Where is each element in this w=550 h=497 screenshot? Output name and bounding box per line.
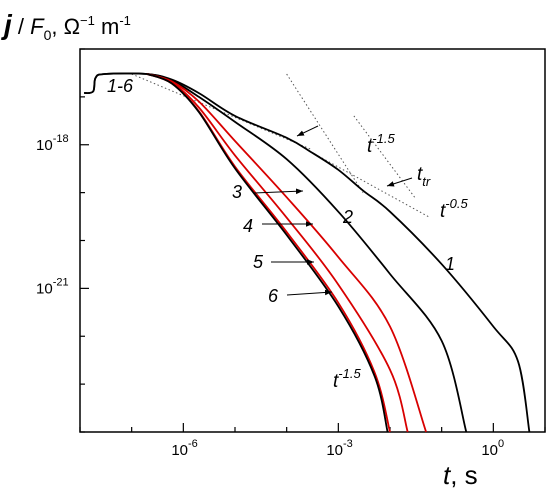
slope-guide: [353, 115, 416, 198]
y-axis-label: j / F0, Ω−1 m-1: [0, 9, 131, 43]
slope-label-upper: t-1.5: [367, 131, 395, 157]
arrow-ttr: [386, 177, 413, 187]
label-group-1-6: 1-6: [107, 76, 134, 96]
arrow-curve-6: [286, 289, 333, 296]
x-tick-label: 10-6: [171, 438, 197, 459]
series-line-1: [83, 72, 531, 433]
series-line-6: [146, 73, 389, 433]
y-tick-label: 10-18: [36, 133, 69, 154]
series-line-4: [146, 73, 409, 433]
y-ticks: 10-18 10-21: [36, 48, 89, 433]
series-line-2: [83, 72, 468, 433]
curve-label-1: 1: [445, 254, 455, 274]
curve-label-5: 5: [253, 252, 264, 272]
slope-guide: [286, 73, 364, 193]
curve-label-6: 6: [268, 286, 279, 306]
x-axis-label: t, s: [443, 460, 478, 490]
data-series: [83, 72, 531, 433]
arrow-to-transition: [296, 125, 319, 137]
x-tick-label: 100: [481, 438, 504, 459]
slope-guide: [311, 151, 431, 219]
ttr-label: ttr: [417, 164, 431, 189]
curve-label-2: 2: [342, 207, 353, 227]
curve-label-4: 4: [243, 216, 253, 236]
slope-label-lower: t-1.5: [333, 366, 361, 392]
x-tick-label: 10-3: [326, 438, 352, 459]
plot-frame: [79, 48, 546, 433]
series-line-3: [146, 73, 427, 433]
curve-label-3: 3: [232, 182, 242, 202]
arrow-curve-3: [253, 188, 304, 195]
x-ticks: 10-6 10-3 100: [79, 423, 546, 459]
y-tick-label: 10-21: [36, 276, 69, 297]
slope-label-right: t-0.5: [440, 196, 468, 222]
